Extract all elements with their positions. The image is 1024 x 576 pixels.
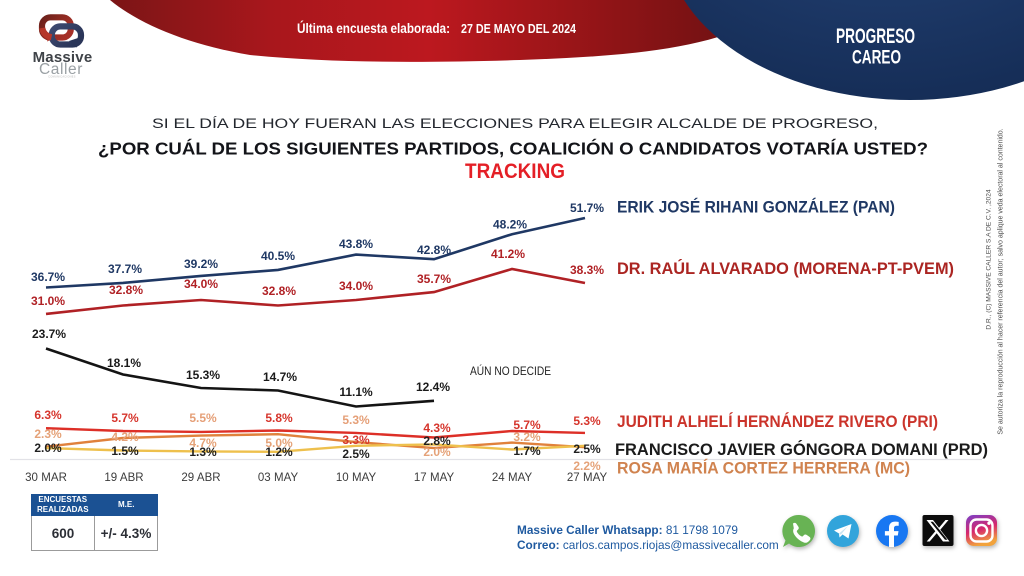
svg-text:03 MAY: 03 MAY xyxy=(258,472,299,484)
svg-text:COMUNICACIONES: COMUNICACIONES xyxy=(48,76,75,79)
svg-text:Última encuesta elaborada:: Última encuesta elaborada: xyxy=(297,21,450,36)
svg-text:42.8%: 42.8% xyxy=(417,243,451,257)
svg-text:15.3%: 15.3% xyxy=(186,368,220,382)
svg-text:18.1%: 18.1% xyxy=(107,356,141,370)
svg-text:27 DE MAYO DEL 2024: 27 DE MAYO DEL 2024 xyxy=(461,21,577,36)
svg-text:2.3%: 2.3% xyxy=(34,427,62,441)
svg-text:41.2%: 41.2% xyxy=(491,247,525,261)
svg-text:2.0%: 2.0% xyxy=(34,441,62,455)
svg-text:17 MAY: 17 MAY xyxy=(414,472,455,484)
svg-text:43.8%: 43.8% xyxy=(339,237,373,251)
svg-text:40.5%: 40.5% xyxy=(261,249,295,263)
svg-text:14.7%: 14.7% xyxy=(263,370,297,384)
svg-text:3.2%: 3.2% xyxy=(513,430,541,444)
svg-text:4.2%: 4.2% xyxy=(111,430,139,444)
svg-text:4.7%: 4.7% xyxy=(189,436,217,450)
svg-text:32.8%: 32.8% xyxy=(262,284,296,298)
svg-text:1.3%: 1.3% xyxy=(189,445,217,459)
svg-text:AÚN NO DECIDE: AÚN NO DECIDE xyxy=(470,363,551,378)
svg-text:37.7%: 37.7% xyxy=(108,262,142,276)
svg-text:CAREO: CAREO xyxy=(852,47,901,69)
svg-text:11.1%: 11.1% xyxy=(339,385,373,399)
svg-text:30 MAR: 30 MAR xyxy=(25,472,67,484)
svg-text:PROGRESO: PROGRESO xyxy=(836,24,915,48)
svg-text:2.8%: 2.8% xyxy=(423,434,451,448)
svg-text:29 ABR: 29 ABR xyxy=(181,472,220,484)
svg-text:5.5%: 5.5% xyxy=(189,411,217,425)
svg-text:1.7%: 1.7% xyxy=(513,444,541,458)
svg-text:48.2%: 48.2% xyxy=(493,218,527,232)
svg-text:39.2%: 39.2% xyxy=(184,257,218,271)
svg-text:2.2%: 2.2% xyxy=(573,459,601,473)
svg-text:SI EL DÍA DE HOY FUERAN LAS EL: SI EL DÍA DE HOY FUERAN LAS ELECCIONES P… xyxy=(152,115,878,132)
svg-text:27 MAY: 27 MAY xyxy=(567,472,608,484)
svg-text:¿POR CUÁL DE LOS SIGUIENTES PA: ¿POR CUÁL DE LOS SIGUIENTES PARTIDOS, CO… xyxy=(98,138,928,159)
svg-text:35.7%: 35.7% xyxy=(417,272,451,286)
svg-text:23.7%: 23.7% xyxy=(32,327,66,341)
svg-text:Caller: Caller xyxy=(39,61,83,78)
svg-text:24 MAY: 24 MAY xyxy=(492,472,533,484)
svg-text:3.3%: 3.3% xyxy=(342,433,370,447)
svg-text:10 MAY: 10 MAY xyxy=(336,472,377,484)
svg-text:36.7%: 36.7% xyxy=(31,270,65,284)
svg-text:34.0%: 34.0% xyxy=(184,277,218,291)
svg-text:1.2%: 1.2% xyxy=(265,445,293,459)
svg-text:5.8%: 5.8% xyxy=(265,411,293,425)
svg-text:34.0%: 34.0% xyxy=(339,279,373,293)
svg-text:6.3%: 6.3% xyxy=(34,408,62,422)
svg-text:JUDITH ALHELÍ HERNÁNDEZ RIVERO: JUDITH ALHELÍ HERNÁNDEZ RIVERO (PRI) xyxy=(617,412,938,431)
svg-text:5.7%: 5.7% xyxy=(111,411,139,425)
svg-text:1.5%: 1.5% xyxy=(111,444,139,458)
svg-text:5.0%: 5.0% xyxy=(265,436,293,450)
svg-text:FRANCISCO JAVIER GÓNGORA DOMAN: FRANCISCO JAVIER GÓNGORA DOMANI (PRD) xyxy=(615,440,988,459)
svg-text:5.3%: 5.3% xyxy=(573,414,601,428)
svg-text:Massive: Massive xyxy=(33,49,93,66)
svg-text:4.3%: 4.3% xyxy=(423,421,451,435)
svg-text:5.7%: 5.7% xyxy=(513,418,541,432)
svg-text:38.3%: 38.3% xyxy=(570,263,604,277)
svg-text:32.8%: 32.8% xyxy=(109,283,143,297)
svg-text:DR. RAÚL ALVARADO (MORENA-PT-P: DR. RAÚL ALVARADO (MORENA-PT-PVEM) xyxy=(617,259,954,278)
svg-text:TRACKING: TRACKING xyxy=(465,159,565,183)
svg-text:31.0%: 31.0% xyxy=(31,294,65,308)
svg-text:12.4%: 12.4% xyxy=(416,380,450,394)
svg-text:2.5%: 2.5% xyxy=(573,442,601,456)
svg-text:19 ABR: 19 ABR xyxy=(104,472,143,484)
svg-text:2.5%: 2.5% xyxy=(342,447,370,461)
svg-text:2.0%: 2.0% xyxy=(423,445,451,459)
svg-text:ERIK JOSÉ RIHANI GONZÁLEZ (PAN: ERIK JOSÉ RIHANI GONZÁLEZ (PAN) xyxy=(617,198,895,217)
svg-text:ROSA MARÍA CORTEZ HERRERA (MC): ROSA MARÍA CORTEZ HERRERA (MC) xyxy=(617,459,910,478)
svg-text:51.7%: 51.7% xyxy=(570,201,604,215)
svg-text:5.3%: 5.3% xyxy=(342,413,370,427)
